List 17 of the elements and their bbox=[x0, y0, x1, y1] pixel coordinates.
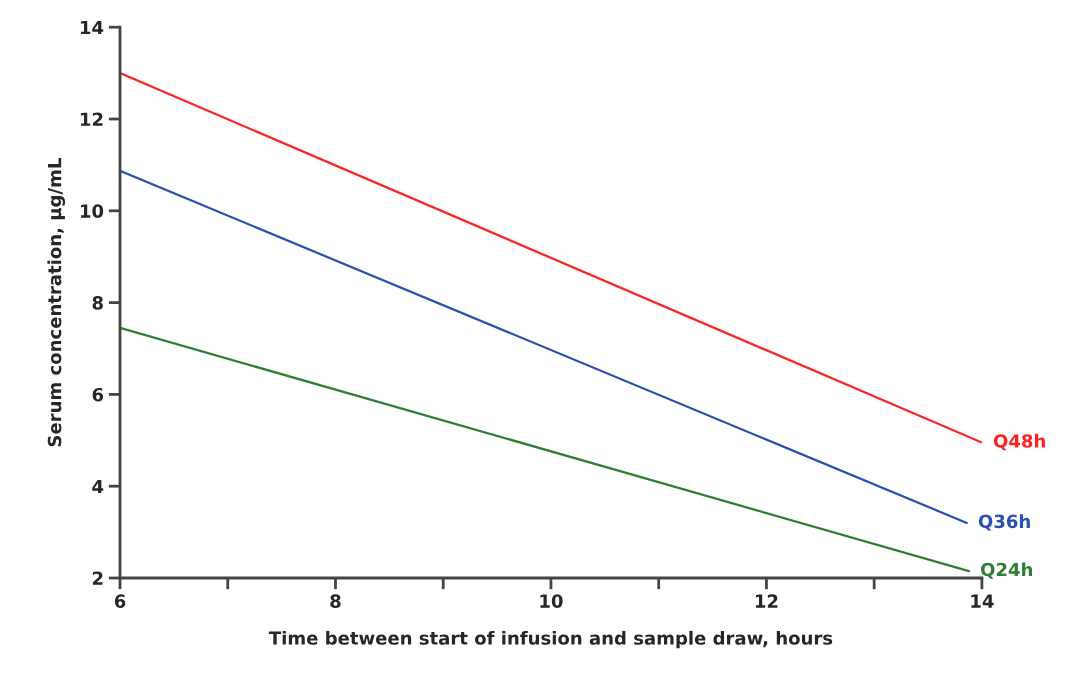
series-label: Q36h bbox=[978, 514, 1030, 531]
y-tick-label: 2 bbox=[92, 571, 103, 585]
x-tick-label: 10 bbox=[540, 594, 563, 608]
y-tick-label: 4 bbox=[92, 479, 104, 494]
x-tick-label: 14 bbox=[971, 594, 994, 608]
y-tick-label: 6 bbox=[92, 387, 104, 402]
y-tick-label: 10 bbox=[80, 204, 104, 218]
y-tick-label: 14 bbox=[80, 20, 104, 35]
x-tick-label: 6 bbox=[114, 594, 126, 608]
series-label: Q48h bbox=[993, 433, 1045, 451]
y-tick-label: 12 bbox=[80, 112, 103, 126]
x-tick-label: 8 bbox=[330, 594, 341, 608]
x-tick-label: 12 bbox=[755, 594, 778, 608]
y-tick-label: 8 bbox=[92, 296, 103, 310]
y-axis-title: Serum concentration, µg/mL bbox=[47, 158, 66, 447]
series-label: Q24h bbox=[980, 562, 1032, 579]
x-axis-title: Time between start of infusion and sample draw, hours bbox=[268, 630, 833, 649]
